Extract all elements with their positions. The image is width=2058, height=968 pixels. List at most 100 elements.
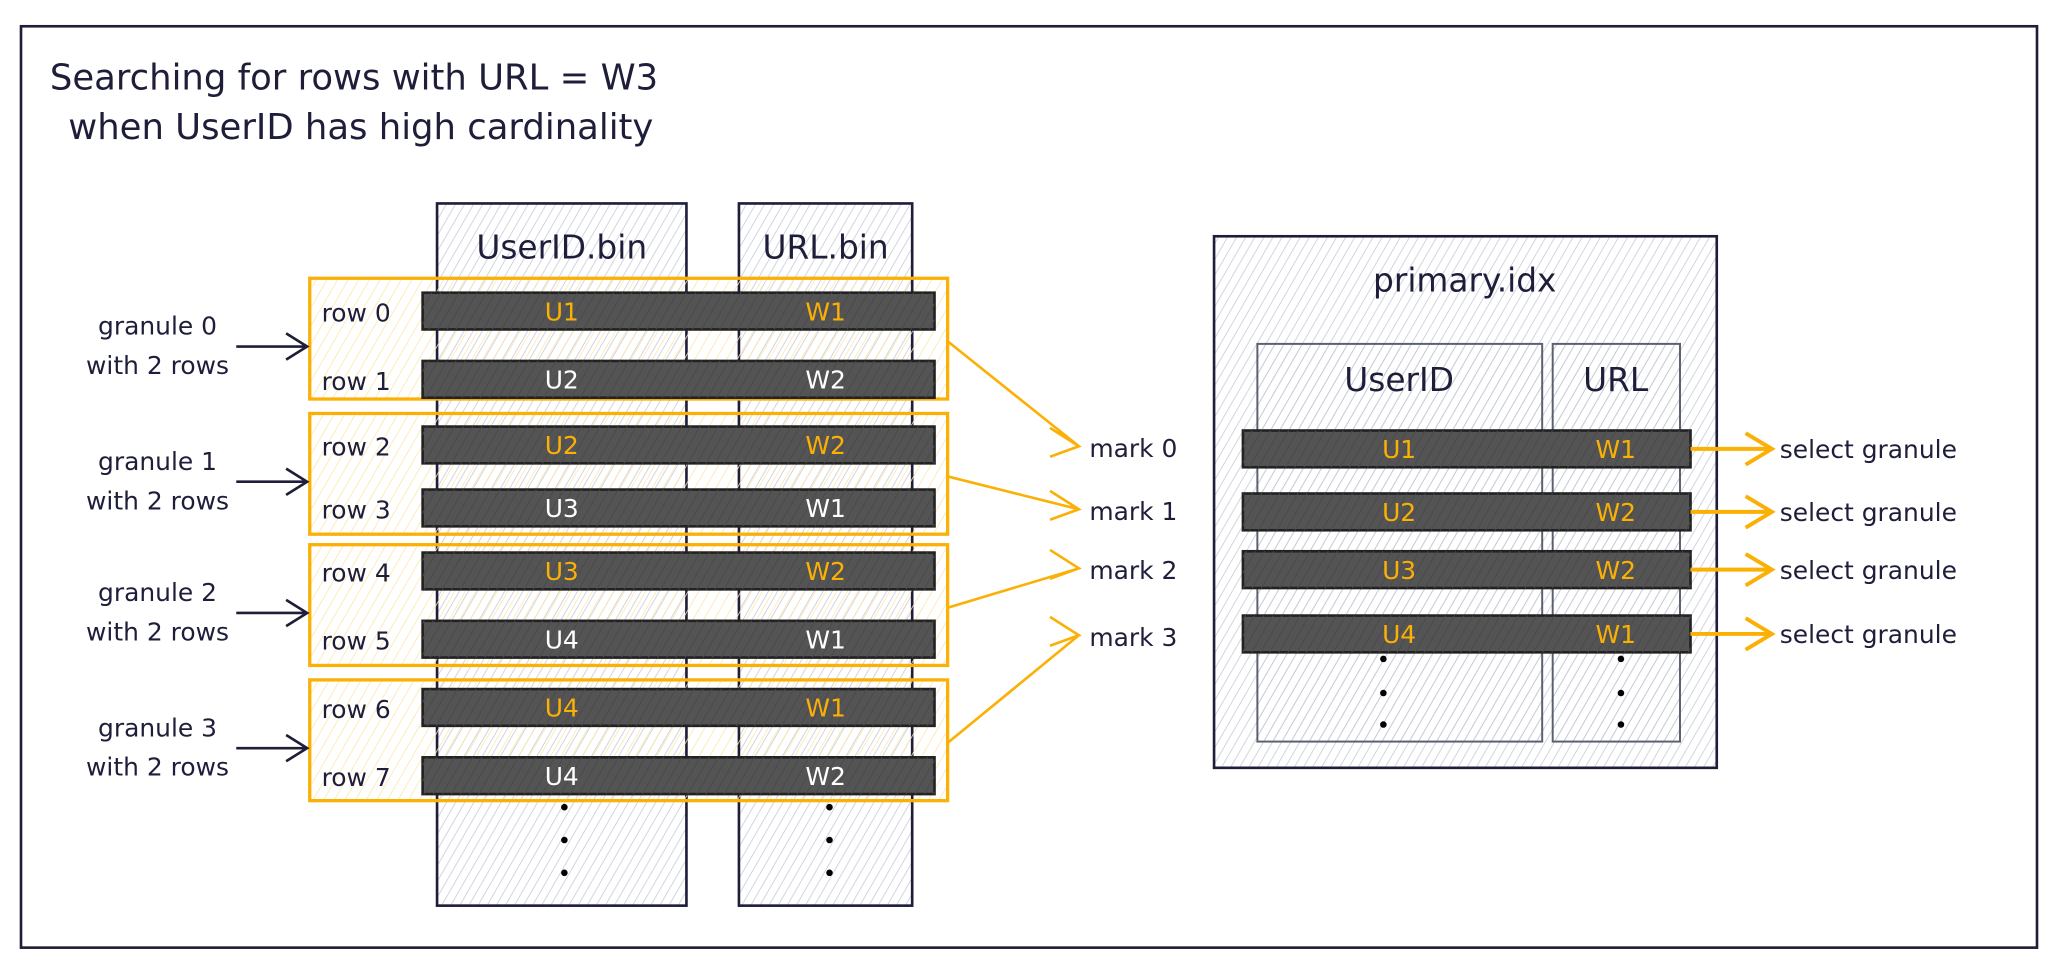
diagram-title-line2: when UserID has high cardinality <box>68 107 653 148</box>
row-hatch <box>422 292 935 330</box>
ellipsis-dot <box>826 869 833 877</box>
table-row: row 7 U4 W2 <box>322 756 936 796</box>
ellipsis-dot <box>826 836 833 844</box>
url-value: W1 <box>805 625 845 654</box>
row-hatch <box>422 489 935 527</box>
index-column-header: URL <box>1583 361 1649 399</box>
table-row: row 5 U4 W1 <box>322 619 936 659</box>
connector-arrow-icon <box>947 548 1082 609</box>
index-url-value: W2 <box>1595 556 1636 585</box>
ellipsis-dot <box>1617 655 1625 663</box>
granule-label: granule 0 <box>98 312 217 341</box>
row-label: row 1 <box>322 367 391 396</box>
userid-value: U2 <box>545 431 579 460</box>
index-column-header: UserID <box>1344 361 1454 399</box>
url-value: W2 <box>805 431 845 460</box>
arrow-icon <box>236 733 310 763</box>
row-label: row 3 <box>322 495 391 524</box>
url-value: W2 <box>805 557 845 586</box>
row-label: row 4 <box>322 558 391 587</box>
table-row: row 6 U4 W1 <box>322 687 936 728</box>
mark-label: mark 0 <box>1089 434 1177 463</box>
connector-arrow-icon <box>946 615 1082 744</box>
connector-arrow-icon <box>947 475 1082 521</box>
userid-value: U2 <box>545 366 579 395</box>
row-label: row 6 <box>322 695 391 724</box>
select-granule-label: select granule <box>1780 498 1957 527</box>
column-header: UserID.bin <box>476 229 647 267</box>
outer-frame <box>19 24 2039 949</box>
select-granule-label: select granule <box>1780 620 1957 649</box>
arrow-icon <box>236 332 310 361</box>
granule-row-count: with 2 rows <box>86 351 229 380</box>
row-hatch <box>422 620 935 658</box>
arrow-icon <box>236 467 310 496</box>
index-entry-hatch <box>1242 551 1691 589</box>
row-hatch <box>422 426 935 464</box>
row-label: row 0 <box>322 299 391 328</box>
index-entry: U3 W2 select granule <box>1241 549 1957 590</box>
ellipsis-dot <box>826 803 833 811</box>
index-entry-hatch <box>1242 615 1691 653</box>
userid-value: U4 <box>545 762 579 791</box>
index-url-value: W2 <box>1595 498 1636 527</box>
row-hatch <box>422 552 935 590</box>
table-row: row 1 U2 W2 <box>322 359 936 400</box>
column-header: URL.bin <box>762 229 888 267</box>
granule-row-count: with 2 rows <box>86 753 229 782</box>
userid-value: U3 <box>545 557 579 586</box>
index-column-userid <box>1256 342 1544 743</box>
url-value: W1 <box>805 694 845 723</box>
connector-arrow-icon <box>946 340 1082 458</box>
select-granule-label: select granule <box>1780 556 1957 585</box>
ellipsis-dot <box>561 803 568 811</box>
userid-value: U3 <box>545 494 579 523</box>
table-row: row 3 U3 W1 <box>322 488 936 528</box>
row-label: row 5 <box>322 627 391 656</box>
granule-label: granule 1 <box>98 447 217 476</box>
row-hatch <box>422 689 935 726</box>
index-url-value: W1 <box>1595 620 1636 649</box>
ellipsis-dot <box>1617 689 1625 697</box>
url-value: W1 <box>805 494 845 523</box>
select-arrow-icon <box>1690 431 1776 467</box>
arrow-icon <box>236 598 310 628</box>
index-url-value: W1 <box>1595 435 1636 464</box>
row-hatch <box>422 360 935 398</box>
row-hatch <box>422 757 935 795</box>
select-arrow-icon <box>1690 616 1776 652</box>
ellipsis-dot <box>1617 721 1625 728</box>
granule-label: granule 3 <box>98 713 217 742</box>
select-arrow-icon <box>1690 494 1776 530</box>
table-row: row 0 U1 W1 <box>322 291 936 331</box>
ellipsis-dot <box>1380 689 1387 697</box>
ellipsis-dot <box>561 836 568 844</box>
index-column-url <box>1551 342 1681 743</box>
ellipsis-dot <box>1380 721 1387 728</box>
userid-value: U4 <box>545 694 579 723</box>
index-userid-value: U1 <box>1382 435 1416 464</box>
mark-label: mark 1 <box>1089 497 1177 526</box>
index-entry: U1 W1 select granule <box>1241 429 1957 469</box>
mark-label: mark 3 <box>1089 623 1177 652</box>
index-entry-hatch <box>1242 493 1691 531</box>
table-row: row 4 U3 W2 <box>322 551 936 591</box>
index-entry-hatch <box>1242 430 1691 468</box>
ellipsis-dot <box>1380 655 1387 663</box>
row-label: row 7 <box>322 763 391 792</box>
mark-label: mark 2 <box>1089 556 1177 585</box>
row-label: row 2 <box>322 432 391 461</box>
granule-label: granule 2 <box>98 578 217 607</box>
index-userid-value: U2 <box>1382 498 1416 527</box>
userid-value: U1 <box>545 297 579 326</box>
url-value: W1 <box>805 297 845 326</box>
table-row: row 2 U2 W2 <box>322 425 936 465</box>
granule-row-count: with 2 rows <box>86 486 229 515</box>
url-value: W2 <box>805 762 845 791</box>
index-entry: U4 W1 select granule <box>1241 614 1957 654</box>
select-granule-label: select granule <box>1780 435 1957 464</box>
primary-index-title: primary.idx <box>1373 261 1556 299</box>
index-userid-value: U4 <box>1382 620 1416 649</box>
select-arrow-icon <box>1690 552 1776 588</box>
